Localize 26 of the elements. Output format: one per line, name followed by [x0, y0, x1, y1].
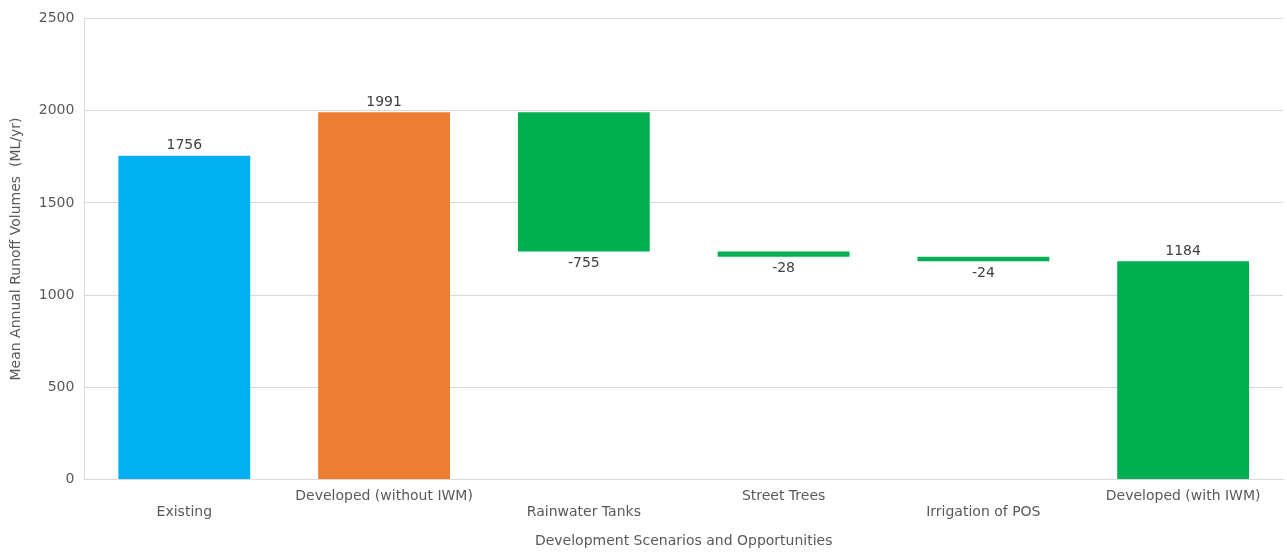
data-label: -755: [567, 254, 600, 271]
data-label: 1184: [1165, 241, 1202, 258]
data-label: 1756: [166, 136, 203, 153]
x-axis-title: Development Scenarios and Opportunities: [534, 532, 833, 549]
y-axis-title: Mean Annual Runoff Volumes (ML/yr): [7, 117, 24, 381]
x-tick-label: Developed (with IWM): [1105, 486, 1261, 503]
y-tick-label: 2000: [38, 101, 75, 118]
x-tick-label: Rainwater Tanks: [526, 503, 641, 520]
x-tick-label: Existing: [156, 503, 213, 520]
data-label: -24: [971, 263, 995, 280]
x-tick-label: Street Trees: [741, 486, 826, 503]
y-tick-label: 1500: [38, 193, 75, 210]
bar: [1117, 261, 1250, 480]
y-tick-label: 0: [65, 470, 75, 487]
y-tick-label: 500: [47, 378, 75, 394]
data-label: -28: [772, 259, 796, 276]
bar: [517, 112, 650, 252]
bar: [318, 112, 450, 480]
x-tick-label: Irrigation of POS: [926, 503, 1041, 520]
data-label: 1991: [366, 92, 402, 109]
bar: [917, 256, 1050, 262]
y-tick-label: 2500: [38, 9, 75, 26]
y-tick-label: 1000: [38, 285, 75, 302]
bar: [717, 251, 850, 257]
x-tick-label: Developed (without IWM): [295, 486, 473, 503]
bar: [118, 155, 251, 480]
